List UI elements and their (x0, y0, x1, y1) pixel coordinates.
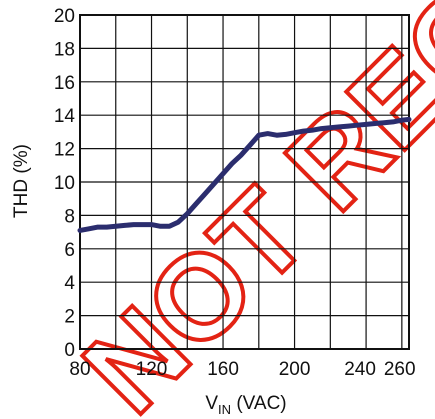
x-tick-label: 200 (279, 359, 311, 380)
y-tick-label: 2 (64, 307, 75, 328)
x-axis-label-sub: IN (218, 402, 231, 417)
x-axis-label-main: V (205, 393, 218, 414)
x-tick-label: 240 (344, 359, 376, 380)
y-tick-label: 18 (54, 39, 75, 60)
thd-curve (77, 116, 412, 233)
y-tick-labels: 0 2 4 6 8 10 12 14 16 18 20 (54, 6, 76, 361)
y-tick-label: 12 (54, 140, 75, 161)
x-tick-label: 160 (207, 359, 239, 380)
y-tick-label: 16 (54, 73, 75, 94)
x-tick-label: 80 (69, 359, 90, 380)
watermark: NOT RECOMMENDED FOR NEW DESIGNS MAP4021 (57, 0, 435, 419)
y-tick-label: 4 (64, 273, 75, 294)
x-tick-label: 120 (136, 359, 168, 380)
x-axis-label: VIN (VAC) (205, 393, 286, 417)
y-tick-label: 10 (54, 173, 75, 194)
series (77, 116, 412, 233)
x-axis-label-unit: (VAC) (231, 393, 287, 414)
plot-frame (79, 14, 410, 350)
x-tick-label: 260 (384, 359, 416, 380)
y-tick-label: 6 (64, 240, 75, 261)
watermark-text: NOT RECOMMENDED FOR NEW DESIGNS MAP4021 (59, 0, 435, 419)
x-tick-labels: 80 120 160 200 240 260 (69, 359, 415, 380)
y-tick-label: 20 (54, 6, 75, 27)
y-axis-label: THD (%) (11, 144, 32, 218)
y-tick-label: 8 (64, 206, 75, 227)
y-tick-label: 0 (64, 340, 75, 361)
y-tick-label: 14 (54, 106, 76, 127)
